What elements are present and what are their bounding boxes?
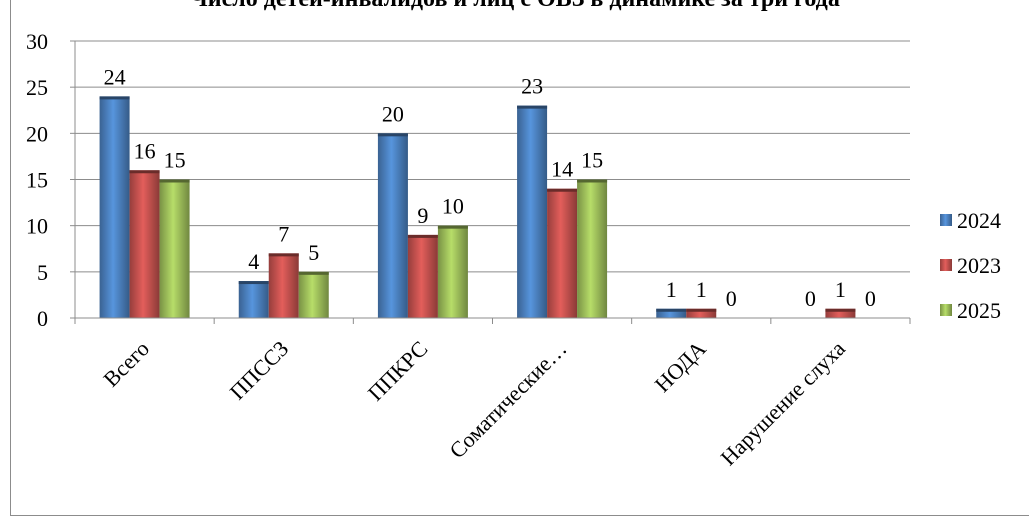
data-label: 10: [442, 194, 464, 219]
data-label: 0: [805, 286, 816, 311]
legend-swatch: [940, 259, 952, 271]
bar-top-edge: [577, 179, 608, 183]
bar: [407, 234, 438, 318]
chart-title: Число детей-инвалидов и лиц с ОВЗ в дина…: [0, 0, 1030, 13]
bar-top-edge: [129, 170, 160, 174]
bar-top-edge: [437, 225, 468, 229]
data-label: 0: [726, 286, 737, 311]
bar-top-edge: [268, 253, 299, 257]
y-tick-label: 5: [37, 260, 48, 285]
bar-top-edge: [99, 96, 130, 100]
y-tick-label: 0: [37, 306, 48, 331]
legend-label: 2025: [957, 298, 1001, 323]
legend-label: 2023: [957, 253, 1001, 278]
data-label: 15: [164, 148, 186, 173]
data-label: 0: [865, 286, 876, 311]
bar: [686, 308, 717, 318]
y-tick-label: 30: [26, 29, 48, 54]
legend-swatch: [940, 214, 952, 226]
data-label: 1: [835, 277, 846, 302]
data-label: 1: [696, 277, 707, 302]
bar: [238, 281, 269, 318]
bar-top-edge: [656, 308, 687, 312]
bar-top-edge: [547, 188, 578, 192]
y-tick-label: 10: [26, 214, 48, 239]
category-label: Всего: [98, 336, 154, 392]
data-label: 5: [308, 240, 319, 265]
bar-top-edge: [377, 133, 408, 137]
category-label: Нарушение слуха: [716, 336, 851, 471]
data-label: 4: [248, 249, 259, 274]
data-label: 9: [417, 203, 428, 228]
bar: [298, 271, 329, 318]
data-label: 24: [104, 64, 126, 89]
category-label: ППКРС: [363, 336, 433, 406]
legend-swatch: [940, 304, 952, 316]
bar: [129, 170, 160, 318]
legend-label: 2024: [957, 208, 1001, 233]
bar-top-edge: [825, 308, 856, 312]
bar-top-edge: [407, 234, 438, 238]
bar: [159, 179, 190, 318]
y-tick-label: 20: [26, 121, 48, 146]
bar: [656, 308, 687, 318]
data-label: 1: [666, 277, 677, 302]
bar-top-edge: [159, 179, 190, 183]
category-label: ППССЗ: [225, 336, 294, 405]
bar: [547, 188, 578, 318]
category-label: НОДА: [650, 336, 711, 397]
bar: [377, 133, 408, 318]
data-label: 15: [581, 148, 603, 173]
y-tick-label: 25: [26, 75, 48, 100]
bar: [825, 308, 856, 318]
bar: [577, 179, 608, 318]
bar: [268, 253, 299, 318]
data-label: 16: [134, 138, 156, 163]
chart-frame: [10, 0, 1029, 516]
y-tick-label: 15: [26, 168, 48, 193]
data-label: 23: [521, 74, 543, 99]
bar-top-edge: [517, 105, 548, 109]
bar-top-edge: [238, 281, 269, 285]
bar: [99, 96, 130, 319]
bar-top-edge: [686, 308, 717, 312]
data-label: 20: [382, 101, 404, 126]
bar: [517, 105, 548, 318]
category-label: Соматические…: [444, 336, 571, 463]
data-label: 14: [551, 157, 573, 182]
bar: [437, 225, 468, 318]
data-label: 7: [278, 221, 289, 246]
bar-top-edge: [298, 271, 329, 275]
